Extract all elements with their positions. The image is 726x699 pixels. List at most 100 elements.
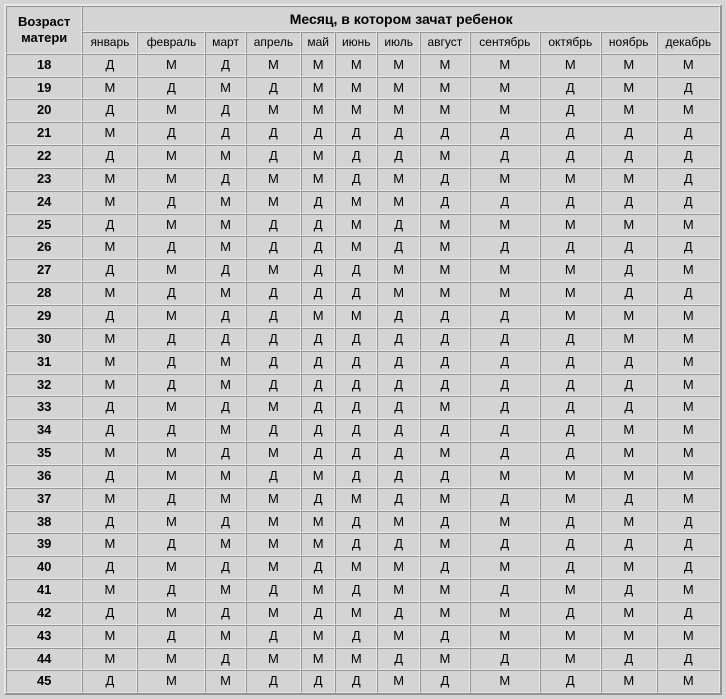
data-cell: М bbox=[601, 419, 657, 442]
data-cell: М bbox=[301, 145, 335, 168]
data-cell: Д bbox=[246, 351, 302, 374]
data-cell: Д bbox=[540, 122, 601, 145]
data-cell: Д bbox=[420, 374, 470, 397]
table-row: 23ММДММДМДМММД bbox=[6, 168, 720, 191]
data-cell: Д bbox=[540, 328, 601, 351]
table-row: 29ДМДДММДДДМММ bbox=[6, 305, 720, 328]
data-cell: М bbox=[657, 351, 720, 374]
data-cell: М bbox=[470, 511, 540, 534]
data-cell: Д bbox=[205, 511, 245, 534]
data-cell: Д bbox=[335, 396, 377, 419]
data-cell: Д bbox=[82, 602, 137, 625]
data-cell: Д bbox=[335, 259, 377, 282]
data-cell: М bbox=[301, 465, 335, 488]
table-row: 32МДМДДДДДДДДМ bbox=[6, 374, 720, 397]
data-cell: М bbox=[205, 351, 245, 374]
data-cell: М bbox=[301, 168, 335, 191]
data-cell: М bbox=[205, 374, 245, 397]
data-cell: М bbox=[420, 533, 470, 556]
data-cell: Д bbox=[137, 374, 205, 397]
data-cell: М bbox=[377, 282, 419, 305]
data-cell: М bbox=[301, 305, 335, 328]
data-cell: Д bbox=[301, 374, 335, 397]
data-cell: Д bbox=[470, 442, 540, 465]
data-cell: М bbox=[205, 77, 245, 100]
table-row: 26МДМДДМДМДДДД bbox=[6, 236, 720, 259]
data-cell: Д bbox=[246, 145, 302, 168]
data-cell: Д bbox=[657, 122, 720, 145]
data-cell: Д bbox=[205, 305, 245, 328]
data-cell: М bbox=[540, 259, 601, 282]
data-cell: М bbox=[82, 351, 137, 374]
data-cell: М bbox=[601, 670, 657, 693]
data-cell: Д bbox=[540, 191, 601, 214]
data-cell: М bbox=[420, 442, 470, 465]
data-cell: Д bbox=[335, 465, 377, 488]
data-cell: Д bbox=[335, 328, 377, 351]
data-cell: Д bbox=[246, 465, 302, 488]
age-cell: 28 bbox=[6, 282, 82, 305]
data-cell: М bbox=[377, 54, 419, 77]
data-cell: М bbox=[246, 648, 302, 671]
data-cell: Д bbox=[335, 511, 377, 534]
data-cell: Д bbox=[82, 145, 137, 168]
data-cell: М bbox=[82, 374, 137, 397]
data-cell: Д bbox=[205, 396, 245, 419]
data-cell: Д bbox=[301, 236, 335, 259]
data-cell: Д bbox=[420, 625, 470, 648]
table-row: 25ДММДДМДМММММ bbox=[6, 214, 720, 237]
data-cell: М bbox=[82, 579, 137, 602]
data-cell: Д bbox=[137, 625, 205, 648]
data-cell: М bbox=[657, 374, 720, 397]
corner-header-line1: Возраст bbox=[18, 14, 70, 29]
data-cell: М bbox=[335, 99, 377, 122]
data-cell: Д bbox=[470, 351, 540, 374]
data-cell: М bbox=[335, 54, 377, 77]
data-cell: Д bbox=[246, 122, 302, 145]
data-cell: М bbox=[657, 54, 720, 77]
data-cell: М bbox=[470, 54, 540, 77]
data-cell: Д bbox=[377, 533, 419, 556]
data-cell: Д bbox=[420, 419, 470, 442]
data-cell: Д bbox=[540, 351, 601, 374]
data-cell: М bbox=[420, 77, 470, 100]
age-cell: 34 bbox=[6, 419, 82, 442]
age-cell: 22 bbox=[6, 145, 82, 168]
data-cell: М bbox=[601, 77, 657, 100]
table-row: 27ДМДМДДММММДМ bbox=[6, 259, 720, 282]
data-cell: Д bbox=[470, 122, 540, 145]
data-cell: Д bbox=[377, 214, 419, 237]
age-cell: 32 bbox=[6, 374, 82, 397]
data-cell: Д bbox=[420, 351, 470, 374]
age-cell: 37 bbox=[6, 488, 82, 511]
data-cell: Д bbox=[301, 670, 335, 693]
data-cell: Д bbox=[377, 442, 419, 465]
month-header-5: июнь bbox=[335, 32, 377, 53]
month-header-2: март bbox=[205, 32, 245, 53]
data-cell: Д bbox=[335, 670, 377, 693]
data-cell: Д bbox=[540, 556, 601, 579]
data-cell: М bbox=[601, 168, 657, 191]
data-cell: М bbox=[601, 328, 657, 351]
data-cell: М bbox=[377, 77, 419, 100]
data-cell: М bbox=[420, 648, 470, 671]
month-header-6: июль bbox=[377, 32, 419, 53]
data-cell: Д bbox=[657, 145, 720, 168]
data-cell: Д bbox=[137, 328, 205, 351]
data-cell: Д bbox=[657, 168, 720, 191]
data-cell: М bbox=[246, 442, 302, 465]
data-cell: М bbox=[377, 511, 419, 534]
data-cell: М bbox=[601, 305, 657, 328]
data-cell: Д bbox=[470, 579, 540, 602]
age-cell: 24 bbox=[6, 191, 82, 214]
table-row: 20ДМДММММММДММ bbox=[6, 99, 720, 122]
data-cell: Д bbox=[335, 351, 377, 374]
data-cell: М bbox=[470, 282, 540, 305]
data-cell: Д bbox=[540, 533, 601, 556]
data-cell: Д bbox=[335, 579, 377, 602]
data-cell: Д bbox=[377, 351, 419, 374]
data-cell: Д bbox=[420, 511, 470, 534]
table-row: 43МДМДМДМДММММ bbox=[6, 625, 720, 648]
data-cell: Д bbox=[657, 282, 720, 305]
data-cell: Д bbox=[301, 556, 335, 579]
